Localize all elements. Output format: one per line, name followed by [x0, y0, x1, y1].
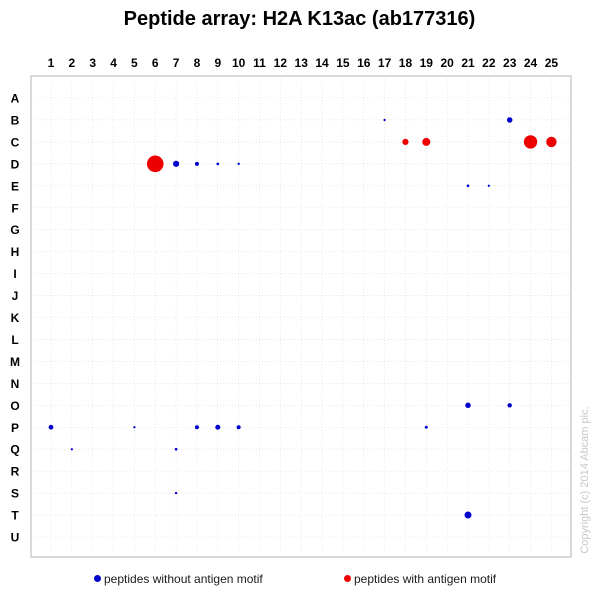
legend-item-with-motif: peptides with antigen motif [344, 572, 496, 586]
row-label-D: D [11, 157, 20, 171]
column-label-24: 24 [524, 56, 538, 70]
column-label-13: 13 [295, 56, 309, 70]
column-label-16: 16 [357, 56, 371, 70]
row-label-U: U [11, 531, 20, 545]
spot-E21 [466, 184, 470, 188]
spot-P8 [194, 425, 199, 430]
spot-D7 [172, 160, 180, 167]
spot-O23 [507, 403, 512, 408]
spot-Q7 [174, 447, 178, 451]
column-label-1: 1 [48, 56, 55, 70]
row-label-R: R [11, 465, 20, 479]
row-label-N: N [11, 377, 20, 391]
column-label-22: 22 [482, 56, 496, 70]
column-label-18: 18 [399, 56, 413, 70]
row-label-T: T [11, 509, 19, 523]
spot-D6 [146, 155, 164, 173]
column-label-21: 21 [461, 56, 475, 70]
row-label-L: L [11, 333, 18, 347]
spot-C19 [422, 137, 431, 146]
chart-title: Peptide array: H2A K13ac (ab177316) [123, 8, 476, 30]
spot-B23 [506, 117, 513, 123]
column-label-19: 19 [420, 56, 434, 70]
row-label-K: K [11, 311, 20, 325]
column-label-4: 4 [110, 56, 117, 70]
column-label-3: 3 [89, 56, 96, 70]
column-label-6: 6 [152, 56, 159, 70]
row-label-M: M [10, 355, 20, 369]
column-label-25: 25 [545, 56, 559, 70]
column-label-20: 20 [440, 56, 454, 70]
spot-C18 [402, 138, 409, 146]
legend-item-without-motif: peptides without antigen motif [94, 572, 263, 586]
spot-C24 [523, 135, 538, 149]
column-label-10: 10 [232, 56, 246, 70]
spot-P9 [215, 424, 221, 430]
row-label-C: C [11, 135, 20, 149]
column-label-12: 12 [274, 56, 288, 70]
column-label-8: 8 [194, 56, 201, 70]
legend: peptides without antigen motif peptides … [0, 572, 599, 590]
spot-P19 [424, 425, 428, 429]
spot-C25 [546, 136, 557, 148]
column-label-14: 14 [315, 56, 329, 70]
row-label-J: J [12, 289, 19, 303]
row-label-F: F [11, 201, 18, 215]
spot-D9 [216, 162, 220, 166]
legend-label-with-motif: peptides with antigen motif [354, 572, 497, 586]
row-label-G: G [10, 223, 19, 237]
row-label-B: B [11, 113, 20, 127]
column-label-2: 2 [69, 56, 76, 70]
column-label-9: 9 [214, 56, 221, 70]
spot-T21 [464, 511, 472, 519]
column-label-7: 7 [173, 56, 180, 70]
spot-D8 [194, 161, 199, 166]
legend-marker-blue [94, 575, 101, 582]
row-label-A: A [11, 92, 20, 106]
row-label-S: S [11, 487, 19, 501]
spot-O21 [465, 402, 471, 409]
column-label-17: 17 [378, 56, 392, 70]
column-label-11: 11 [253, 56, 266, 70]
spot-P10 [236, 425, 241, 430]
row-label-P: P [11, 421, 19, 435]
copyright-watermark: Copyright (c) 2014 Abcam plc. [579, 406, 591, 554]
spot-P5 [133, 426, 136, 429]
spot-S7 [174, 491, 178, 495]
spot-B17 [383, 118, 386, 122]
row-label-E: E [11, 179, 19, 193]
legend-label-without-motif: peptides without antigen motif [104, 572, 263, 586]
column-label-15: 15 [336, 56, 350, 70]
row-label-O: O [10, 399, 19, 413]
column-label-5: 5 [131, 56, 138, 70]
row-label-Q: Q [10, 443, 19, 457]
row-label-H: H [11, 245, 20, 259]
column-label-23: 23 [503, 56, 517, 70]
spot-P1 [48, 424, 54, 430]
spot-E22 [487, 184, 490, 187]
spot-D10 [237, 162, 240, 166]
row-label-I: I [13, 267, 16, 281]
spot-Q2 [70, 448, 73, 451]
legend-marker-red [344, 575, 351, 582]
